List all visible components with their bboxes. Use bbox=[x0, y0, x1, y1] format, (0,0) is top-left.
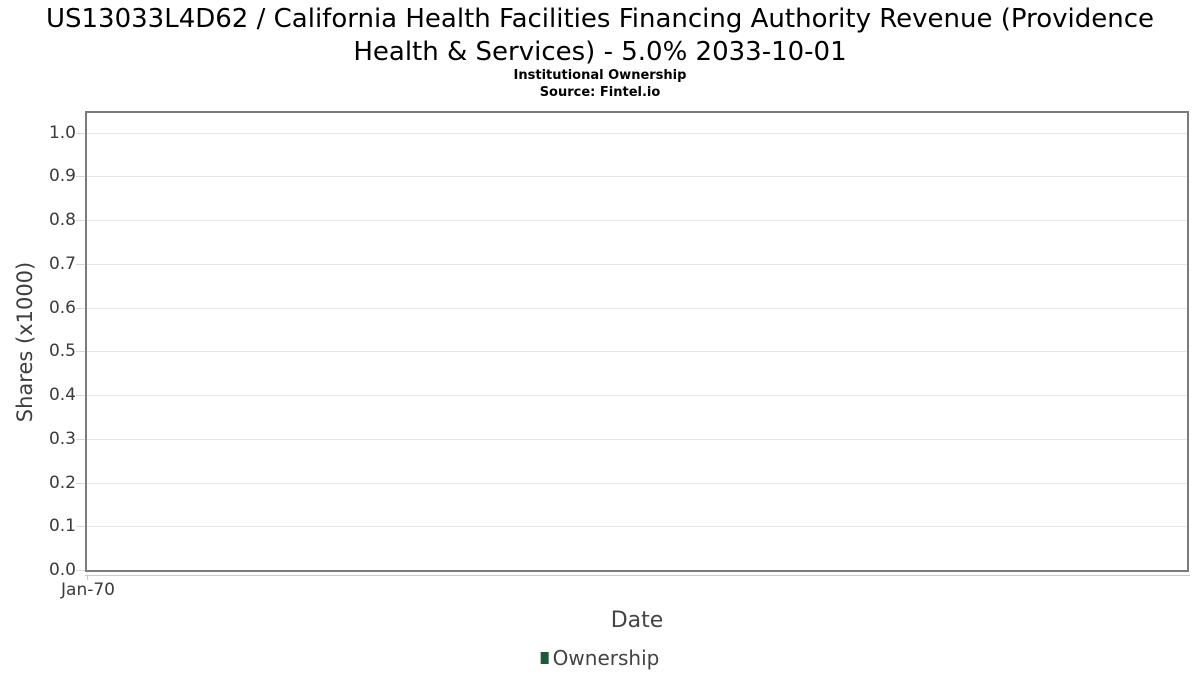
y-tick-label: 0.0 bbox=[48, 560, 76, 580]
gridline bbox=[87, 264, 1187, 265]
y-tick-mark bbox=[76, 133, 85, 134]
gridline bbox=[87, 395, 1187, 396]
chart-title: US13033L4D62 / California Health Facilit… bbox=[45, 4, 1155, 67]
y-tick-label: 0.7 bbox=[48, 254, 76, 274]
x-tick-label: Jan-70 bbox=[61, 580, 115, 600]
gridline bbox=[87, 220, 1187, 221]
plot-area bbox=[85, 111, 1189, 572]
y-tick-mark bbox=[76, 176, 85, 177]
y-tick-label: 0.4 bbox=[48, 385, 76, 405]
chart-source: Source: Fintel.io bbox=[539, 85, 661, 100]
gridline bbox=[87, 351, 1187, 352]
x-axis-title: Date bbox=[610, 608, 664, 633]
gridline bbox=[87, 133, 1187, 134]
gridline bbox=[87, 176, 1187, 177]
legend-label: Ownership bbox=[552, 646, 660, 670]
y-tick-mark bbox=[76, 264, 85, 265]
y-tick-mark bbox=[76, 308, 85, 309]
y-tick-mark bbox=[76, 395, 85, 396]
gridline bbox=[87, 308, 1187, 309]
y-tick-mark bbox=[76, 526, 85, 527]
y-tick-mark bbox=[76, 483, 85, 484]
gridline bbox=[87, 526, 1187, 527]
y-tick-label: 0.3 bbox=[48, 429, 76, 449]
y-tick-mark bbox=[76, 570, 85, 571]
chart-subtitle: Institutional Ownership bbox=[513, 68, 687, 83]
legend-marker bbox=[540, 652, 549, 664]
y-tick-mark bbox=[76, 220, 85, 221]
y-tick-mark bbox=[76, 439, 85, 440]
gridline bbox=[87, 483, 1187, 484]
y-tick-label: 0.8 bbox=[48, 210, 76, 230]
x-axis-line bbox=[85, 575, 1190, 576]
x-tick-mark bbox=[87, 575, 88, 580]
y-tick-label: 0.5 bbox=[48, 341, 76, 361]
y-tick-mark bbox=[76, 351, 85, 352]
y-tick-label: 0.1 bbox=[48, 516, 76, 536]
y-tick-label: 0.2 bbox=[48, 473, 76, 493]
gridline bbox=[87, 439, 1187, 440]
y-tick-label: 0.9 bbox=[48, 166, 76, 186]
y-tick-label: 0.6 bbox=[48, 298, 76, 318]
y-tick-label: 1.0 bbox=[48, 123, 76, 143]
legend-item-ownership[interactable]: Ownership bbox=[540, 646, 660, 670]
